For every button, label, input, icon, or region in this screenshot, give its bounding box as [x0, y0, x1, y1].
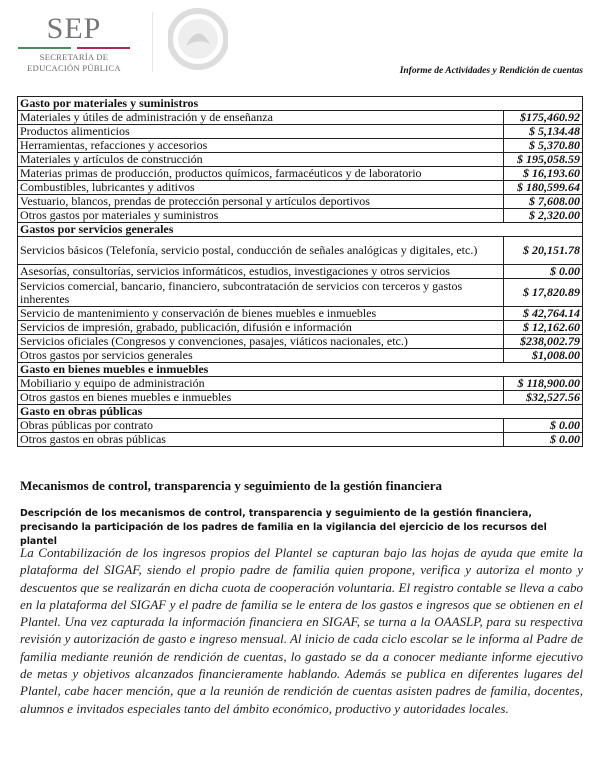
- expense-amount: $ 195,058.59: [503, 152, 583, 167]
- expense-label: Materiales y artículos de construcción: [17, 152, 504, 167]
- table-row: Materiales y artículos de construcción $ …: [17, 152, 583, 167]
- expense-table: Gasto por materiales y suministros Materi…: [17, 96, 583, 447]
- logo-line2: EDUCACIÓN PÚBLICA: [27, 63, 121, 73]
- expense-amount: $ 180,599.64: [503, 180, 583, 195]
- expense-amount: $ 0.00: [503, 264, 583, 279]
- section-body: La Contabilización de los ingresos propi…: [20, 545, 583, 716]
- section-header-row: Gasto en obras públicas: [17, 404, 583, 419]
- table-row: Servicios oficiales (Congresos y convenc…: [17, 334, 583, 349]
- expense-label: Otros gastos por servicios generales: [17, 348, 504, 363]
- red-bar: [77, 47, 130, 49]
- logo-line1: SECRETARÍA DE: [39, 52, 109, 62]
- green-bar: [18, 47, 71, 49]
- table-row: Vestuario, blancos, prendas de protecció…: [17, 194, 583, 209]
- table-row: Productos alimenticios $ 5,134.48: [17, 124, 583, 139]
- table-row: Combustibles, lubricantes y aditivos $ 18…: [17, 180, 583, 195]
- expense-label: Materias primas de producción, productos…: [17, 166, 504, 181]
- expense-amount: $ 5,370.80: [503, 138, 583, 153]
- section-header-row: Gasto por materiales y suministros: [17, 96, 583, 111]
- expense-label: Obras públicas por contrato: [17, 418, 504, 433]
- section-header-row: Gasto en bienes muebles e inmuebles: [17, 362, 583, 377]
- expense-label: Materiales y útiles de administración y …: [17, 110, 504, 125]
- logo-divider: [152, 12, 153, 72]
- expense-label: Vestuario, blancos, prendas de protecció…: [17, 194, 504, 209]
- logo-acronym: SEP: [46, 12, 102, 45]
- table-row: Servicios comercial, bancario, financier…: [17, 278, 583, 307]
- table-row: Otros gastos por materiales y suministro…: [17, 208, 583, 223]
- table-row: Obras públicas por contrato $ 0.00: [17, 418, 583, 433]
- section-heading: Mecanismos de control, transparencia y s…: [20, 478, 442, 493]
- expense-amount: $ 7,608.00: [503, 194, 583, 209]
- table-row: Herramientas, refacciones y accesorios $ …: [17, 138, 583, 153]
- expense-amount: $238,002.79: [503, 334, 583, 349]
- table-row: Servicio de mantenimiento y conservación…: [17, 306, 583, 321]
- report-title: Informe de Actividades y Rendición de cu…: [399, 66, 583, 76]
- expense-amount: $ 2,320.00: [503, 208, 583, 223]
- national-seal-icon: [168, 8, 228, 70]
- section-title: Gasto en obras públicas: [17, 404, 583, 419]
- expense-amount: $ 5,134.48: [503, 124, 583, 139]
- section-description: Descripción de los mecanismos de control…: [20, 508, 547, 547]
- section-title: Gasto por materiales y suministros: [17, 96, 583, 111]
- expense-label: Asesorías, consultorías, servicios infor…: [17, 264, 504, 279]
- expense-amount: $ 16,193.60: [503, 166, 583, 181]
- table-row: Servicios de impresión, grabado, publica…: [17, 320, 583, 335]
- expense-amount: $ 17,820.89: [503, 278, 583, 307]
- table-row: Materiales y útiles de administración y …: [17, 110, 583, 125]
- section-header-row: Gastos por servicios generales: [17, 222, 583, 237]
- expense-amount: $1,008.00: [503, 348, 583, 363]
- logo-bars: [18, 47, 130, 49]
- table-row: Asesorías, consultorías, servicios infor…: [17, 264, 583, 279]
- expense-label: Servicio de mantenimiento y conservación…: [17, 306, 504, 321]
- table-row: Otros gastos en obras públicas $ 0.00: [17, 432, 583, 447]
- expense-amount: $ 118,900.00: [503, 376, 583, 391]
- expense-label: Otros gastos por materiales y suministro…: [17, 208, 504, 223]
- expense-label: Otros gastos en bienes muebles e inmuebl…: [17, 390, 504, 405]
- expense-amount: $ 12,162.60: [503, 320, 583, 335]
- expense-amount: $ 20,151.78: [503, 236, 583, 265]
- table-row: Otros gastos por servicios generales $1,0…: [17, 348, 583, 363]
- section-title: Gasto en bienes muebles e inmuebles: [17, 362, 583, 377]
- expense-label: Servicios básicos (Telefonía, servicio p…: [17, 236, 504, 265]
- expense-label: Servicios comercial, bancario, financier…: [17, 278, 504, 307]
- expense-amount: $32,527.56: [503, 390, 583, 405]
- expense-label: Servicios oficiales (Congresos y convenc…: [17, 334, 504, 349]
- expense-label: Herramientas, refacciones y accesorios: [17, 138, 504, 153]
- table-row: Materias primas de producción, productos…: [17, 166, 583, 181]
- expense-amount: $ 42,764.14: [503, 306, 583, 321]
- table-row: Servicios básicos (Telefonía, servicio p…: [17, 236, 583, 265]
- expense-amount: $ 0.00: [503, 418, 583, 433]
- sep-logo: SEP SECRETARÍA DE EDUCACIÓN PÚBLICA: [18, 14, 130, 74]
- expense-amount: $175,460.92: [503, 110, 583, 125]
- expense-label: Otros gastos en obras públicas: [17, 432, 504, 447]
- expense-label: Combustibles, lubricantes y aditivos: [17, 180, 504, 195]
- expense-label: Servicios de impresión, grabado, publica…: [17, 320, 504, 335]
- table-row: Otros gastos en bienes muebles e inmuebl…: [17, 390, 583, 405]
- expense-label: Productos alimenticios: [17, 124, 504, 139]
- section-title: Gastos por servicios generales: [17, 222, 583, 237]
- table-row: Mobiliario y equipo de administración $ 1…: [17, 376, 583, 391]
- expense-label: Mobiliario y equipo de administración: [17, 376, 504, 391]
- expense-amount: $ 0.00: [503, 432, 583, 447]
